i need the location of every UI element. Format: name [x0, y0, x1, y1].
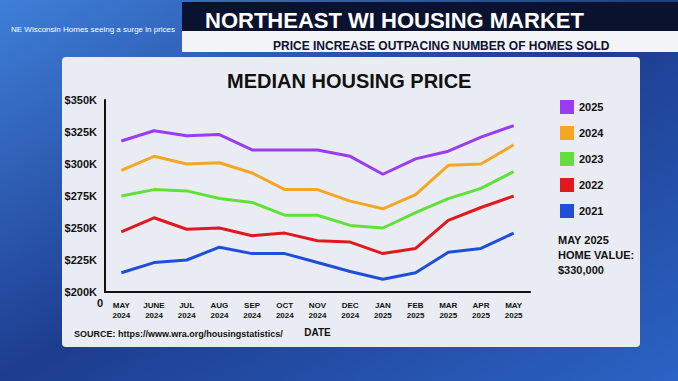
svg-text:$225K: $225K	[65, 254, 97, 266]
svg-text:JUNE: JUNE	[143, 301, 165, 310]
svg-text:DEC: DEC	[342, 301, 359, 310]
svg-text:$350K: $350K	[65, 94, 97, 106]
svg-text:2025: 2025	[439, 311, 457, 320]
svg-text:OCT: OCT	[276, 301, 293, 310]
svg-text:2024: 2024	[211, 311, 229, 320]
svg-text:MAR: MAR	[439, 301, 457, 310]
svg-text:NOV: NOV	[309, 301, 327, 310]
svg-text:APR: APR	[473, 301, 490, 310]
svg-text:2024: 2024	[276, 311, 294, 320]
svg-text:2024: 2024	[579, 127, 604, 139]
svg-text:$275K: $275K	[65, 190, 97, 202]
svg-text:$330,000: $330,000	[558, 264, 604, 276]
svg-text:2024: 2024	[178, 311, 196, 320]
svg-text:$250K: $250K	[65, 222, 97, 234]
svg-text:JUL: JUL	[179, 301, 194, 310]
svg-text:2024: 2024	[309, 311, 327, 320]
svg-text:FEB: FEB	[408, 301, 424, 310]
svg-text:2025: 2025	[374, 311, 392, 320]
svg-text:2025: 2025	[472, 311, 490, 320]
svg-text:MAY 2025: MAY 2025	[558, 234, 609, 246]
svg-text:2025: 2025	[407, 311, 425, 320]
svg-text:MEDIAN HOUSING PRICE: MEDIAN HOUSING PRICE	[227, 70, 471, 92]
svg-text:2025: 2025	[579, 101, 603, 113]
svg-text:$325K: $325K	[65, 126, 97, 138]
svg-text:2024: 2024	[341, 311, 359, 320]
svg-text:NE Wisconsin Homes seeing a su: NE Wisconsin Homes seeing a surge in pri…	[11, 25, 175, 34]
svg-text:AUG: AUG	[211, 301, 229, 310]
svg-text:2022: 2022	[579, 179, 603, 191]
svg-text:SOURCE: https://www.wra.org/ho: SOURCE: https://www.wra.org/housingstati…	[74, 329, 283, 339]
svg-text:DATE: DATE	[304, 327, 331, 338]
svg-text:2025: 2025	[505, 311, 523, 320]
svg-text:$200K: $200K	[65, 286, 97, 298]
svg-text:SEP: SEP	[244, 301, 261, 310]
svg-text:NORTHEAST WI HOUSING MARKET: NORTHEAST WI HOUSING MARKET	[205, 8, 584, 33]
svg-text:MAY: MAY	[113, 301, 131, 310]
svg-text:2024: 2024	[243, 311, 261, 320]
svg-text:2024: 2024	[112, 311, 130, 320]
svg-text:JAN: JAN	[375, 301, 391, 310]
svg-text:$300K: $300K	[65, 158, 97, 170]
svg-text:MAY: MAY	[505, 301, 523, 310]
svg-text:2021: 2021	[579, 205, 603, 217]
svg-text:2024: 2024	[145, 311, 163, 320]
svg-text:2023: 2023	[579, 153, 603, 165]
svg-text:0: 0	[97, 297, 103, 309]
svg-text:HOME VALUE:: HOME VALUE:	[558, 249, 634, 261]
svg-text:PRICE INCREASE OUTPACING NUMBE: PRICE INCREASE OUTPACING NUMBER OF HOMES…	[273, 39, 610, 53]
